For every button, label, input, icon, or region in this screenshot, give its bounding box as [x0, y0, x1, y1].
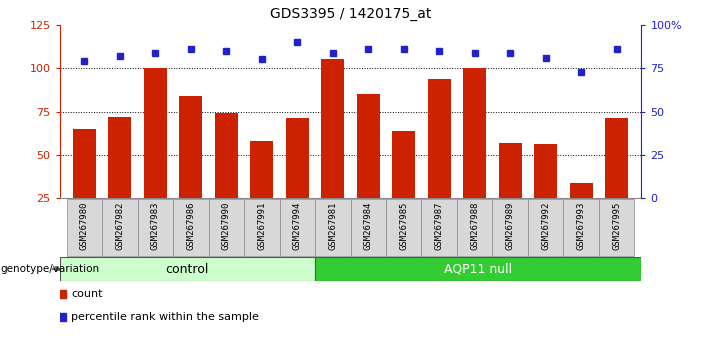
- Text: GSM267994: GSM267994: [293, 201, 302, 250]
- Text: GSM267990: GSM267990: [222, 201, 231, 250]
- Text: AQP11 null: AQP11 null: [444, 263, 512, 275]
- Bar: [463, 68, 486, 198]
- Bar: [286, 119, 309, 198]
- Bar: [428, 79, 451, 198]
- Bar: [144, 68, 167, 198]
- FancyBboxPatch shape: [564, 199, 599, 256]
- Bar: [109, 117, 131, 198]
- Title: GDS3395 / 1420175_at: GDS3395 / 1420175_at: [270, 7, 431, 21]
- Bar: [605, 119, 628, 198]
- FancyBboxPatch shape: [280, 199, 315, 256]
- Text: GSM267981: GSM267981: [328, 201, 337, 250]
- Bar: [250, 141, 273, 198]
- Bar: [357, 94, 380, 198]
- Text: GSM267985: GSM267985: [399, 201, 408, 250]
- Text: genotype/variation: genotype/variation: [0, 264, 99, 274]
- Bar: [498, 143, 522, 198]
- Bar: [321, 59, 344, 198]
- FancyBboxPatch shape: [137, 199, 173, 256]
- FancyBboxPatch shape: [599, 199, 634, 256]
- Text: GSM267980: GSM267980: [80, 201, 89, 250]
- FancyBboxPatch shape: [173, 199, 209, 256]
- Bar: [215, 113, 238, 198]
- Text: control: control: [165, 263, 209, 275]
- FancyBboxPatch shape: [67, 199, 102, 256]
- Text: GSM267986: GSM267986: [186, 201, 196, 250]
- Text: GSM267982: GSM267982: [116, 201, 124, 250]
- Text: GSM267984: GSM267984: [364, 201, 373, 250]
- FancyBboxPatch shape: [209, 199, 244, 256]
- Text: count: count: [72, 289, 103, 299]
- Text: GSM267995: GSM267995: [612, 201, 621, 250]
- Bar: [392, 131, 415, 198]
- FancyBboxPatch shape: [244, 199, 280, 256]
- Text: GSM267991: GSM267991: [257, 201, 266, 250]
- Text: GSM267993: GSM267993: [577, 201, 585, 250]
- FancyBboxPatch shape: [315, 199, 350, 256]
- Bar: [570, 183, 592, 198]
- Text: GSM267989: GSM267989: [505, 201, 515, 250]
- FancyBboxPatch shape: [528, 199, 564, 256]
- FancyBboxPatch shape: [350, 199, 386, 256]
- FancyBboxPatch shape: [386, 199, 421, 256]
- FancyBboxPatch shape: [457, 199, 492, 256]
- Text: GSM267987: GSM267987: [435, 201, 444, 250]
- Text: percentile rank within the sample: percentile rank within the sample: [72, 312, 259, 322]
- Text: GSM267992: GSM267992: [541, 201, 550, 250]
- FancyBboxPatch shape: [492, 199, 528, 256]
- Text: GSM267983: GSM267983: [151, 201, 160, 250]
- Bar: [534, 144, 557, 198]
- FancyBboxPatch shape: [315, 257, 641, 281]
- Bar: [179, 96, 203, 198]
- FancyBboxPatch shape: [102, 199, 137, 256]
- FancyBboxPatch shape: [60, 257, 315, 281]
- Bar: [73, 129, 96, 198]
- FancyBboxPatch shape: [421, 199, 457, 256]
- Text: GSM267988: GSM267988: [470, 201, 479, 250]
